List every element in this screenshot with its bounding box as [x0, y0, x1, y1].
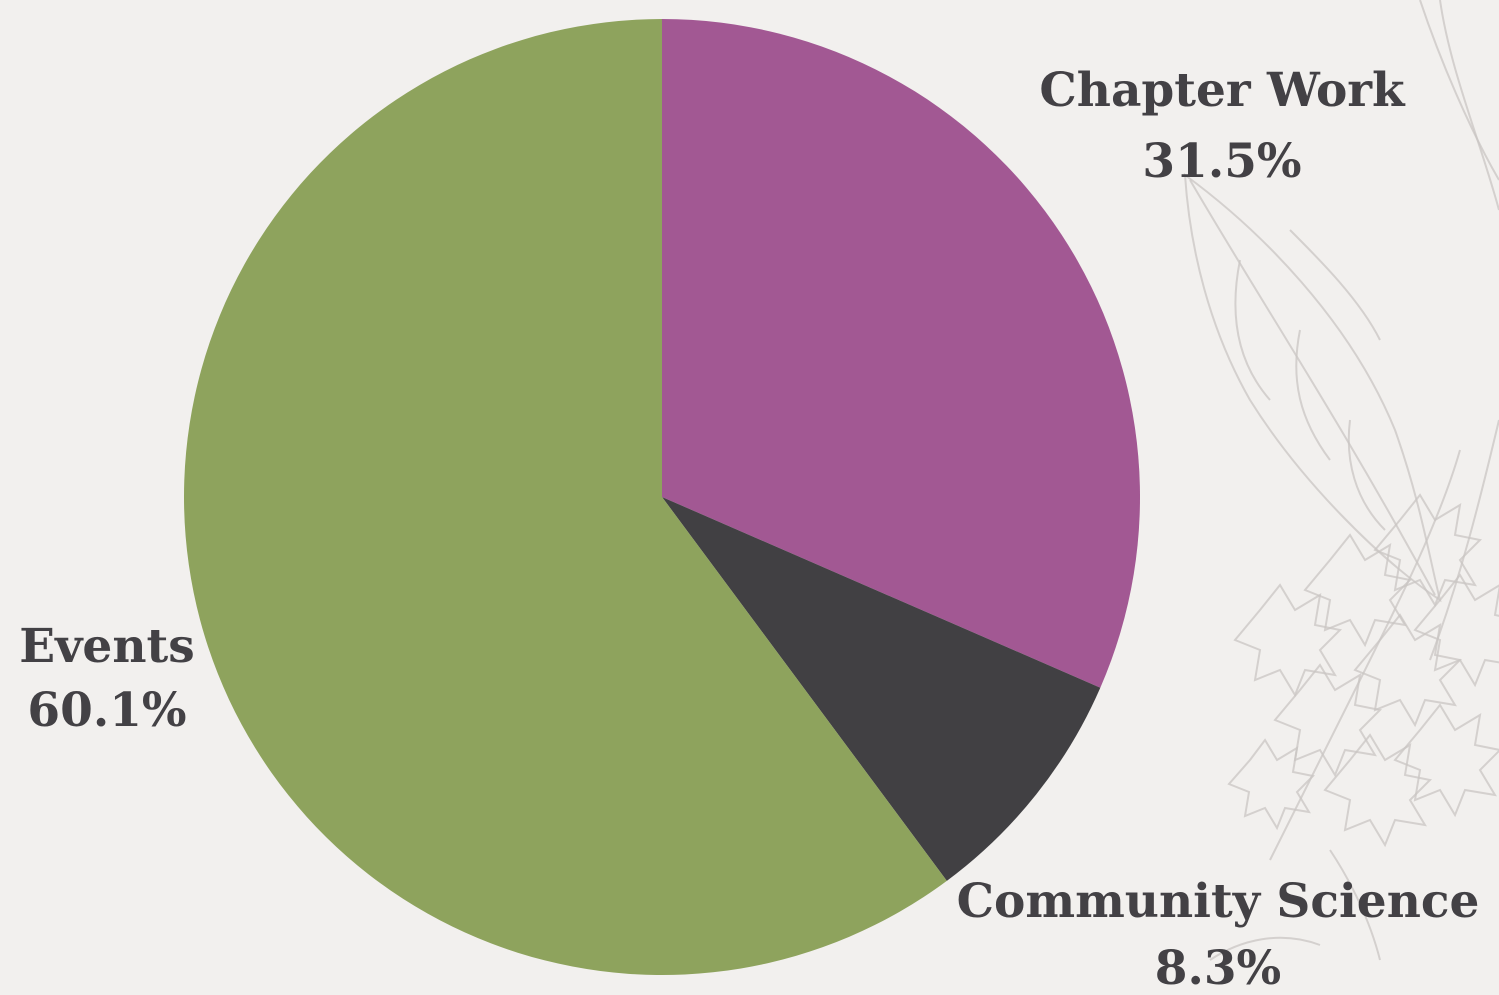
pie-slice-chapter-work: [662, 19, 1141, 688]
slice-label-community-science: Community Science: [957, 874, 1480, 929]
slice-label-chapter-work: Chapter Work: [1039, 63, 1406, 118]
slice-value-chapter-work: 31.5%: [1142, 134, 1301, 189]
slice-value-events: 60.1%: [27, 683, 186, 738]
pie-slice-community-science: [662, 497, 1101, 881]
pie-slices: [183, 19, 1141, 976]
pie-slice-events: [183, 19, 947, 976]
pie-labels: Chapter Work 31.5% Community Science 8.3…: [19, 63, 1479, 995]
slice-value-community-science: 8.3%: [1155, 941, 1281, 995]
slice-label-events: Events: [19, 619, 194, 674]
botanical-sketch-decoration: [1183, 0, 1499, 961]
